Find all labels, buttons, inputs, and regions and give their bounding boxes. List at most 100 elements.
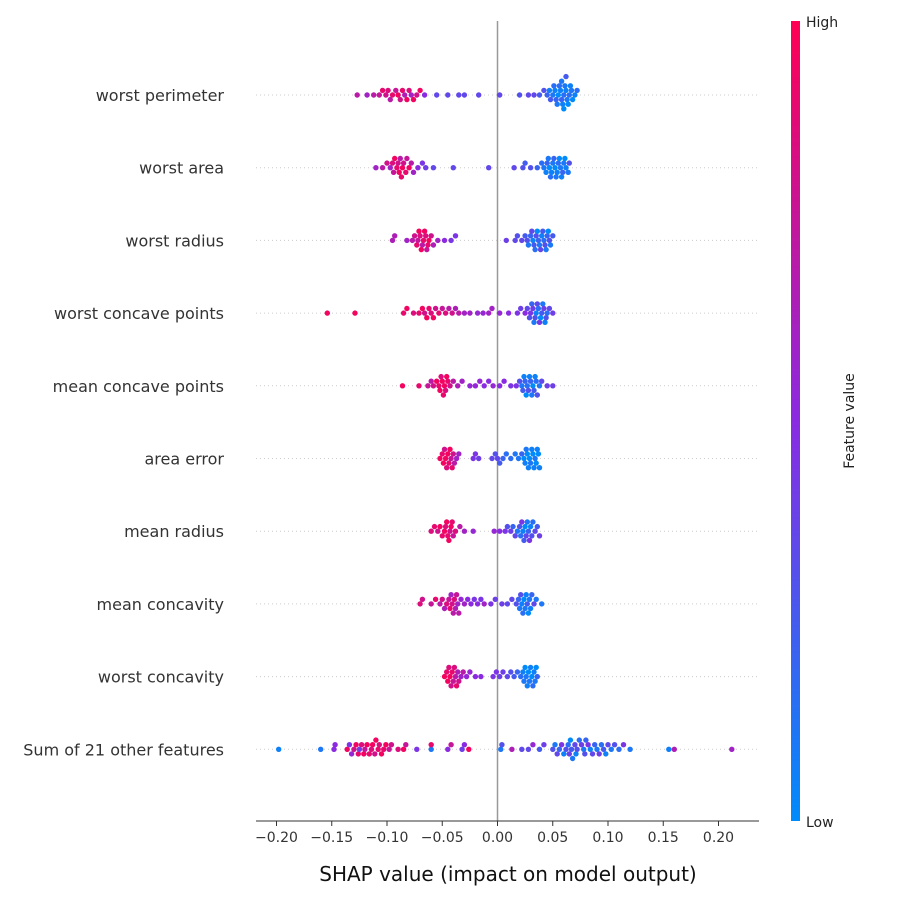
data-point	[354, 92, 360, 98]
data-point	[527, 523, 534, 530]
data-point	[414, 242, 420, 248]
data-point	[393, 87, 399, 94]
data-point	[587, 746, 593, 752]
data-point	[400, 160, 407, 166]
data-point	[569, 96, 576, 103]
data-point	[592, 742, 598, 748]
data-point	[384, 160, 390, 166]
data-point	[556, 155, 563, 162]
data-point	[589, 751, 596, 757]
data-point	[440, 392, 447, 398]
data-point	[375, 746, 381, 752]
data-point	[331, 746, 337, 752]
data-point	[461, 310, 468, 316]
data-point	[396, 169, 402, 175]
data-point	[395, 92, 401, 98]
data-point	[376, 742, 382, 748]
data-point	[399, 383, 406, 389]
data-point	[481, 601, 487, 607]
data-point	[516, 378, 523, 384]
data-point	[428, 528, 434, 534]
data-point	[503, 237, 509, 244]
data-point	[529, 228, 535, 234]
data-point	[616, 746, 622, 752]
feature-label: mean concave points	[53, 377, 224, 396]
data-point	[366, 751, 372, 757]
data-point	[451, 460, 458, 466]
data-point	[518, 533, 524, 539]
data-point	[397, 96, 403, 103]
data-point	[518, 305, 524, 312]
data-point	[562, 155, 568, 162]
data-point	[431, 523, 438, 530]
data-point	[514, 528, 521, 534]
data-point	[428, 746, 434, 752]
data-point	[276, 746, 282, 752]
data-point	[390, 169, 397, 175]
data-point	[598, 742, 605, 748]
data-point	[447, 605, 453, 612]
data-point	[566, 92, 572, 98]
data-point	[437, 601, 443, 607]
data-point	[448, 523, 454, 530]
data-point	[428, 310, 434, 316]
data-point	[536, 746, 543, 752]
data-point	[550, 160, 556, 166]
data-point	[459, 378, 465, 384]
data-point	[522, 605, 528, 612]
data-point	[399, 165, 406, 171]
data-point	[620, 742, 627, 748]
data-point	[529, 592, 535, 598]
x-tick-label: 0.15	[648, 830, 679, 846]
data-point	[511, 673, 517, 680]
feature-label: Sum of 21 other features	[23, 740, 224, 759]
data-point	[445, 746, 451, 752]
data-point	[534, 673, 540, 680]
data-point	[531, 319, 537, 325]
data-point	[519, 601, 525, 607]
data-point	[552, 165, 558, 171]
colorbar	[791, 21, 800, 821]
data-point	[525, 92, 532, 98]
data-point	[474, 310, 481, 316]
data-point	[560, 101, 566, 107]
data-point	[449, 465, 455, 471]
data-point	[395, 746, 401, 752]
data-point	[543, 315, 549, 321]
data-point	[379, 165, 386, 171]
data-point	[531, 92, 537, 98]
data-point	[450, 165, 456, 171]
data-point	[397, 155, 403, 162]
data-point	[428, 742, 434, 748]
x-tick-label: −0.20	[255, 830, 298, 846]
data-point	[467, 669, 473, 675]
data-point	[500, 669, 506, 675]
data-point	[522, 160, 528, 166]
data-point	[449, 669, 455, 675]
data-point	[411, 233, 418, 239]
data-point	[520, 669, 526, 675]
feature-label: area error	[145, 450, 225, 469]
data-point	[509, 596, 515, 602]
data-point	[461, 601, 468, 607]
data-point	[524, 383, 530, 389]
data-point	[514, 233, 521, 239]
data-point	[376, 92, 382, 98]
data-point	[351, 746, 357, 752]
data-point	[539, 160, 545, 166]
data-point	[421, 92, 428, 98]
data-point	[428, 601, 434, 607]
data-point	[512, 237, 518, 244]
data-point	[448, 742, 454, 748]
colorbar-low-label: Low	[806, 815, 834, 831]
data-point	[544, 383, 550, 389]
data-point	[463, 673, 470, 680]
feature-label: worst concavity	[98, 668, 224, 687]
data-point	[392, 233, 398, 239]
data-point	[583, 737, 589, 743]
data-point	[441, 446, 448, 452]
data-point	[448, 683, 454, 689]
data-point	[572, 92, 578, 98]
data-point	[508, 528, 514, 534]
data-point	[416, 228, 422, 234]
